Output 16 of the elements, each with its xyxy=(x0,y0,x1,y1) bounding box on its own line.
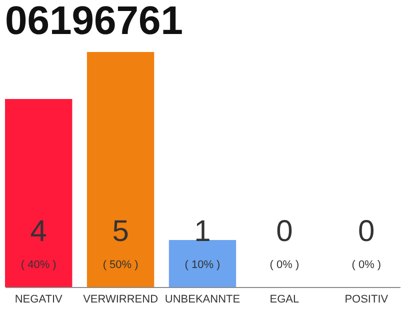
data-label: ( 50% ) xyxy=(102,259,138,271)
x-tick-label: POSITIV xyxy=(344,294,389,306)
annotation: 0 xyxy=(276,215,293,248)
x-tick-label: UNBEKANNTE xyxy=(164,294,240,306)
data-label: ( 40% ) xyxy=(20,259,56,271)
x-tick-label: EGAL xyxy=(270,294,300,306)
x-tick-label: VERWIRREND xyxy=(83,294,158,306)
data-label: ( 0% ) xyxy=(352,259,382,271)
annotation: 1 xyxy=(194,215,211,248)
chart-title: 06196761 xyxy=(5,0,183,43)
data-label: ( 10% ) xyxy=(184,259,220,271)
x-tick-label: NEGATIV xyxy=(14,294,63,306)
data-label: ( 0% ) xyxy=(270,259,300,271)
annotation: 0 xyxy=(358,215,375,248)
annotation: 5 xyxy=(112,215,129,248)
annotation: 4 xyxy=(30,215,47,248)
